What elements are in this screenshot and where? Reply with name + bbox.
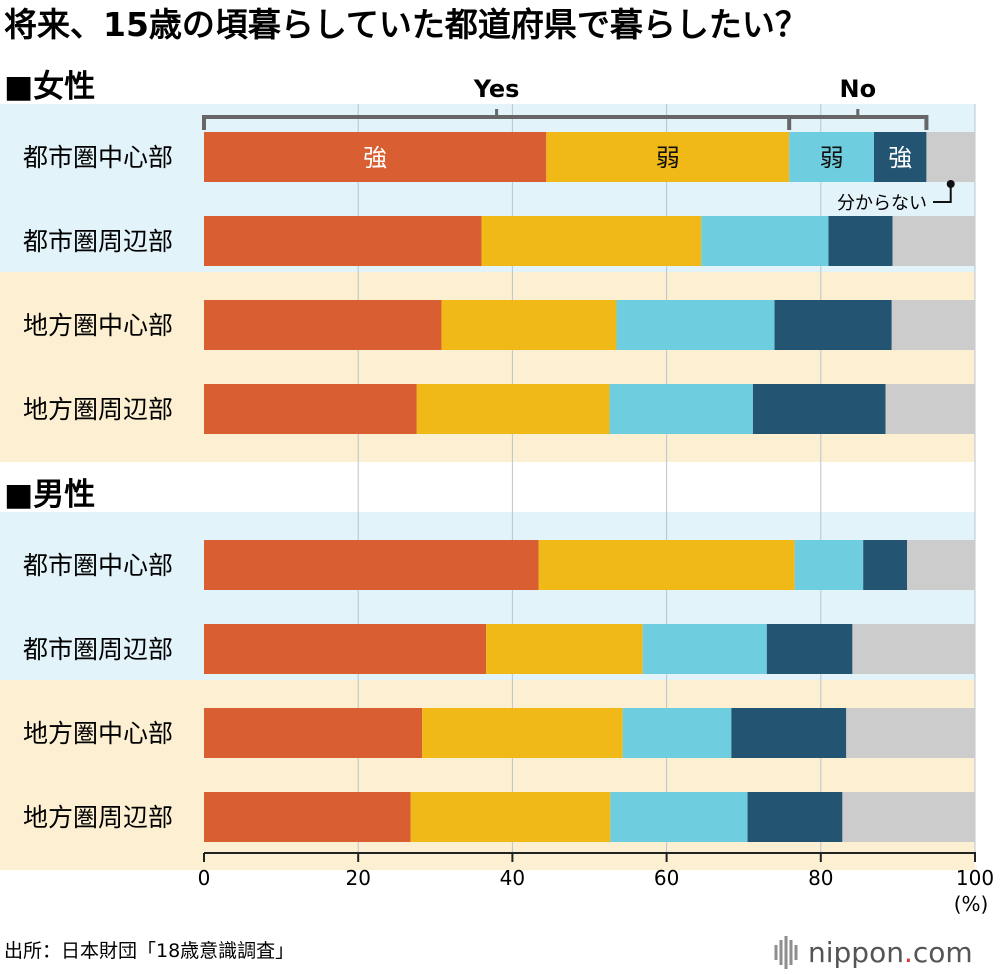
legend-yes: Yes	[473, 75, 520, 103]
x-tick-label: 20	[345, 866, 370, 890]
group-title: ■女性	[4, 69, 95, 105]
segment-label-yes-strong: 強	[363, 144, 387, 172]
x-tick-label: 0	[198, 866, 211, 890]
segment-label-no-weak: 弱	[820, 144, 844, 172]
bar-yes-strong	[204, 624, 487, 674]
row-label: 地方圏中心部	[23, 719, 173, 748]
legend: 強 弱 弱 強 Yes No 分からない	[202, 75, 955, 214]
group-title: ■男性	[4, 477, 95, 513]
bar-no-strong	[828, 216, 893, 266]
row-label: 都市圏周辺部	[23, 635, 173, 664]
nippon-logo: nippon.com	[774, 936, 973, 969]
bar-no-weak	[609, 384, 753, 434]
legend-unknown: 分からない	[837, 193, 927, 214]
bar-yes-weak	[422, 708, 623, 758]
bar-yes-strong	[204, 300, 442, 350]
bar-yes-strong	[204, 540, 539, 590]
bar-yes-weak	[416, 384, 610, 434]
bar-unknown	[842, 792, 975, 842]
brand-name: nippon.com	[808, 936, 973, 969]
bar-no-weak	[610, 792, 748, 842]
chart-title: 将来、15歳の頃暮らしていた都道府県で暮らしたい？	[4, 5, 808, 44]
x-axis: 0 20 40 60 80 100(%)	[198, 852, 994, 916]
bar-unknown	[891, 300, 975, 350]
bar-unknown	[852, 624, 975, 674]
x-tick-label: 40	[500, 866, 525, 890]
bar-yes-weak	[410, 792, 611, 842]
x-tick-label: 80	[808, 866, 833, 890]
bar-no-weak	[622, 708, 732, 758]
bar-unknown	[892, 216, 975, 266]
bar-no-strong	[747, 792, 843, 842]
source-note: 出所：日本財団「18歳意識調査」	[4, 940, 294, 962]
bar-no-strong	[731, 708, 847, 758]
bar-yes-weak	[441, 300, 617, 350]
yes-no-bracket	[202, 115, 929, 130]
bar-yes-weak	[546, 132, 790, 182]
legend-no: No	[840, 75, 877, 103]
bar-unknown	[907, 540, 975, 590]
bar-unknown	[846, 708, 975, 758]
bar-no-weak	[794, 540, 864, 590]
row-label: 都市圏中心部	[23, 143, 173, 172]
row-label: 都市圏周辺部	[23, 227, 173, 256]
bar-no-weak	[642, 624, 767, 674]
bar-yes-strong	[204, 132, 547, 182]
bar-yes-weak	[538, 540, 795, 590]
bar-yes-weak	[481, 216, 702, 266]
bar-no-strong	[766, 624, 853, 674]
bar-yes-strong	[204, 216, 482, 266]
bar-yes-strong	[204, 792, 411, 842]
bar-no-weak	[701, 216, 829, 266]
row-label: 都市圏中心部	[23, 551, 173, 580]
bar-no-strong	[752, 384, 886, 434]
bar-yes-weak	[486, 624, 643, 674]
bar-yes-strong	[204, 384, 417, 434]
x-unit-label: (%)	[954, 892, 989, 916]
row-label: 地方圏周辺部	[23, 395, 173, 424]
segment-label-no-strong: 強	[888, 144, 912, 172]
row-labels: ■女性都市圏中心部都市圏周辺部地方圏中心部地方圏周辺部■男性都市圏中心部都市圏周…	[4, 69, 173, 832]
bar-yes-strong	[204, 708, 423, 758]
bar-no-strong	[863, 540, 908, 590]
bar-unknown	[885, 384, 975, 434]
segment-label-yes-weak: 弱	[656, 144, 680, 172]
unknown-leader-line	[933, 184, 952, 203]
bar-no-strong	[873, 132, 927, 182]
bar-no-weak	[789, 132, 874, 182]
x-tick-label: 60	[654, 866, 679, 890]
bar-unknown	[926, 132, 975, 182]
bar-no-strong	[774, 300, 892, 350]
x-tick-label: 100	[956, 866, 994, 890]
row-label: 地方圏中心部	[23, 311, 173, 340]
row-label: 地方圏周辺部	[23, 803, 173, 832]
bar-no-weak	[616, 300, 775, 350]
bars	[204, 132, 975, 842]
